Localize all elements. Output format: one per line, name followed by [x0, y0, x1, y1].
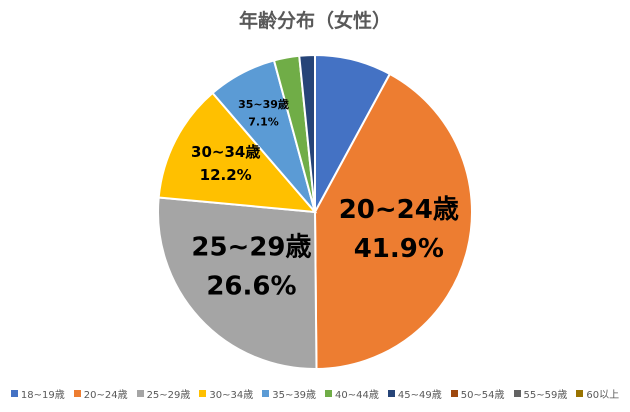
slice-value-label: 12.2%	[200, 166, 252, 184]
legend-swatch	[262, 390, 270, 397]
legend-label: 55~59歳	[523, 390, 568, 401]
chart-title: 年齢分布（女性）	[238, 10, 391, 32]
legend-item: 60以上	[576, 386, 619, 401]
legend-label: 35~39歳	[272, 390, 317, 401]
legend-swatch	[73, 390, 81, 397]
pie-slice-7	[298, 53, 316, 213]
legend-item: 18~19歳	[10, 386, 65, 401]
legend-item: 25~29歳	[136, 386, 191, 401]
chart-legend: 18~19歳 20~24歳 25~29歳 30~34歳 35~39歳 40~44歳 45~4…	[0, 386, 630, 401]
legend-swatch	[10, 390, 18, 397]
legend-item: 30~34歳	[199, 386, 253, 401]
legend-item: 40~44歳	[325, 386, 379, 401]
pie-slice-3	[157, 196, 318, 370]
slice-category-label: 20~24歳	[339, 195, 459, 225]
legend-swatch	[136, 390, 144, 397]
pie-slice-4	[157, 91, 318, 214]
legend-swatch	[576, 390, 584, 397]
slice-category-label: 35~39歳	[238, 97, 289, 111]
slice-value-label: 26.6%	[206, 272, 296, 302]
legend-label: 30~34歳	[209, 390, 254, 401]
legend-swatch	[199, 390, 207, 397]
legend-swatch	[513, 390, 521, 397]
legend-item: 55~59歳	[513, 386, 568, 401]
legend-label: 50~54歳	[460, 390, 505, 401]
slice-category-label: 25~29歳	[191, 232, 311, 262]
legend-item: 35~39歳	[262, 386, 316, 401]
legend-label: 18~19歳	[20, 390, 65, 401]
legend-swatch	[387, 390, 395, 397]
pie-chart: 20~24歳 41.9% 25~29歳 26.6% 30~34歳 12.2% 35~39歳 7…	[157, 53, 473, 371]
legend-label: 20~24歳	[83, 390, 128, 401]
legend-item: 20~24歳	[73, 386, 128, 401]
legend-item: 45~49歳	[387, 386, 442, 401]
legend-swatch	[450, 390, 458, 397]
pie-slice-2	[313, 72, 473, 371]
legend-swatch	[325, 390, 333, 397]
legend-label: 40~44歳	[335, 390, 379, 401]
legend-label: 60以上	[586, 390, 620, 401]
legend-item: 50~54歳	[450, 386, 505, 401]
slice-value-label: 41.9%	[354, 234, 444, 264]
legend-label: 25~29歳	[146, 390, 191, 401]
legend-label: 45~49歳	[397, 390, 442, 401]
slice-category-label: 30~34歳	[191, 143, 260, 161]
slice-value-label: 7.1%	[248, 116, 279, 129]
